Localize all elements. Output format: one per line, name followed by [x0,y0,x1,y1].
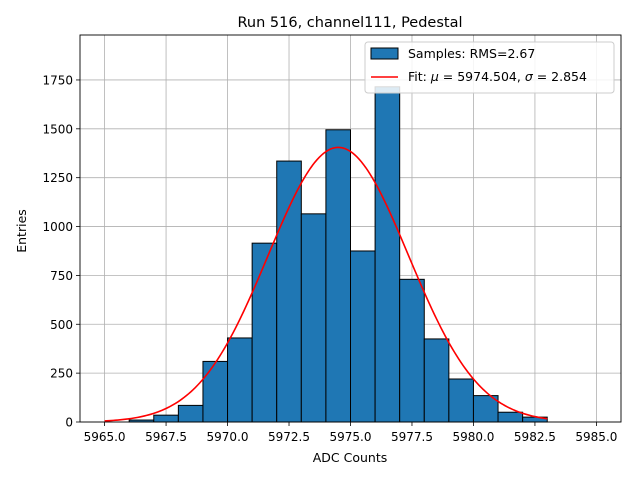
legend-samples-label: Samples: RMS=2.67 [408,46,535,61]
y-tick-label: 1500 [42,122,73,136]
histogram-bar [423,338,450,423]
chart-title: Run 516, channel111, Pedestal [237,15,462,31]
x-tick-label: 5985.0 [575,430,617,444]
histogram-bar [497,411,524,423]
x-axis-ticks: 5965.0 5967.5 5970.0 5972.5 5975.0 5977.5 5980… [84,422,617,444]
x-tick-label: 5977.5 [391,430,433,444]
histogram-bar [276,160,302,423]
histogram-bar [325,129,351,423]
legend-samples-swatch [370,47,399,60]
legend: Samples: RMS=2.67 Fit: μ = 5974.504, σ =… [364,41,615,94]
histogram-bars [128,86,548,423]
histogram-bar [399,278,425,423]
histogram-bar [350,250,376,423]
histogram-bar [374,86,401,423]
fit-curve [104,146,548,422]
x-tick-label: 5967.5 [145,430,187,444]
x-axis-label: ADC Counts [313,450,388,465]
x-tick-label: 5970.0 [207,430,249,444]
y-tick-label: 750 [50,269,73,283]
x-tick-label: 5972.5 [268,430,310,444]
legend-fit-label: Fit: μ = 5974.504, σ = 2.854 [408,69,587,84]
legend-box [364,41,615,94]
histogram-bar [251,242,278,423]
y-tick-label: 1750 [42,73,73,87]
histogram-bar [448,378,474,423]
x-tick-label: 5982.5 [514,430,556,444]
histogram-bar [227,337,253,423]
histogram-bar [153,414,179,423]
y-axis-label: Entries [14,209,29,253]
x-tick-label: 5965.0 [84,430,126,444]
histogram-bar [300,213,327,423]
y-tick-label: 500 [50,318,73,332]
y-tick-label: 1000 [42,220,73,234]
histogram-bar [177,404,204,423]
y-tick-label: 250 [50,367,73,381]
x-tick-label: 5980.0 [452,430,494,444]
histogram-bar [202,360,229,423]
y-axis-ticks: 0 250 500 750 1000 1250 1500 1750 [42,73,80,430]
y-tick-label: 1250 [42,171,73,185]
x-tick-label: 5975.0 [330,430,372,444]
histogram-bar [472,395,499,423]
y-tick-label: 0 [65,416,73,430]
